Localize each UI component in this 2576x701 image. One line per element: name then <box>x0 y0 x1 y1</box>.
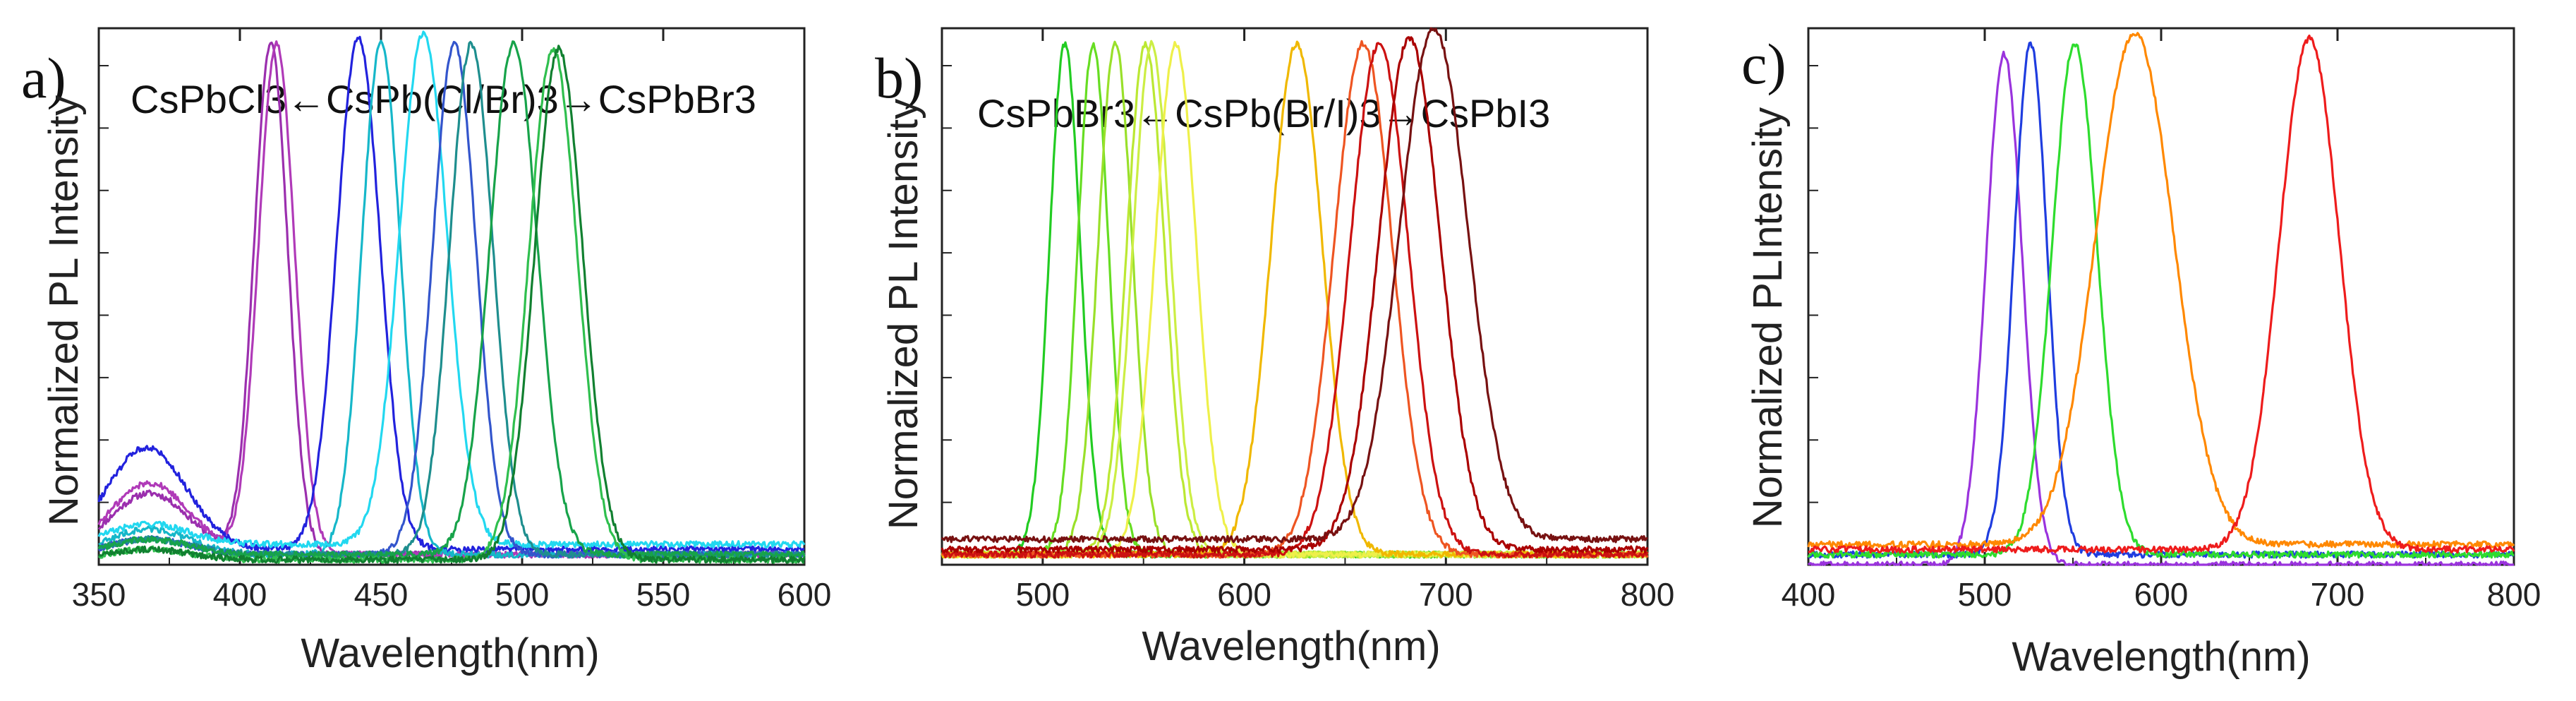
panel-b-ylabel: Normalized PL Intensity <box>881 99 926 529</box>
x-tick-label: 550 <box>636 576 691 613</box>
x-tick-label: 800 <box>1621 576 1675 613</box>
series-line-b11 <box>941 27 1648 544</box>
x-tick-label: 500 <box>1958 576 2012 613</box>
x-tick-label: 600 <box>2134 576 2189 613</box>
panel-c-plot: 400 500 600 700 800 <box>1782 27 2541 613</box>
x-tick-label: 450 <box>354 576 409 613</box>
plot-frame-2 <box>1807 27 2515 566</box>
x-tick-label: 800 <box>2487 576 2541 613</box>
panel-b-formula-right: CsPbI3 <box>1421 91 1551 136</box>
panel-a-plot: 350 400 450 500 550 600 <box>72 27 832 613</box>
plot-frame-1 <box>941 27 1649 566</box>
series-line-a9 <box>97 47 805 564</box>
x-tick-label: 400 <box>1782 576 1836 613</box>
series-line-a10 <box>98 44 806 564</box>
x-tick-label: 700 <box>2311 576 2365 613</box>
x-tick-label: 600 <box>778 576 832 613</box>
series-line-a5 <box>97 30 806 549</box>
panel-c-label: c) <box>1741 32 1786 96</box>
series-line-c2 <box>1808 41 2515 559</box>
panel-b-xlabel: Wavelength(nm) <box>1142 623 1440 669</box>
panel-c-ylabel: Normalized PLIntensity <box>1745 107 1791 528</box>
series-line-c4 <box>1807 32 2515 549</box>
panel-a-label: a) <box>21 46 66 110</box>
x-tick-label: 700 <box>1419 576 1473 613</box>
panel-b-plot: 500 600 700 800 <box>941 27 1675 613</box>
panel-b-label: b) <box>875 46 923 110</box>
x-tick-label: 500 <box>495 576 550 613</box>
series-line-c3 <box>1807 43 2515 559</box>
panel-a-formula-left: CsPbCl3 <box>131 77 286 121</box>
x-tick-label: 600 <box>1217 576 1271 613</box>
series-line-c1 <box>1807 50 2515 566</box>
panel-a-formula-right: CsPbBr3 <box>598 77 756 121</box>
panel-b-formula: CsPbBr3←CsPb(Br/I)3→CsPbI3 <box>977 91 1550 136</box>
series-line-a8 <box>97 40 806 559</box>
series-line-c5 <box>1808 34 2515 554</box>
series-line-b10 <box>941 36 1649 554</box>
series-line-a3 <box>97 35 805 554</box>
panel-a: a) CsPbCl3←CsPb(Cl/Br)3→CsPbBr3 350 400 45… <box>21 27 832 676</box>
panel-b: b) CsPbBr3←CsPb(Br/I)3→CsPbI3 500 600 700 8… <box>875 27 1675 669</box>
panel-c-xlabel: Wavelength(nm) <box>2012 634 2310 680</box>
panel-a-formula-left-arrow: ← <box>286 77 326 121</box>
x-tick-label: 350 <box>72 576 126 613</box>
x-tick-label: 400 <box>213 576 267 613</box>
panel-c: c) 400 500 600 700 800 Wavelength(nm) Normal… <box>1741 27 2541 680</box>
panel-a-formula: CsPbCl3←CsPb(Cl/Br)3→CsPbBr3 <box>131 77 756 121</box>
panel-a-xlabel: Wavelength(nm) <box>301 630 599 676</box>
x-tick-label: 500 <box>1015 576 1070 613</box>
panel-a-ylabel: Normalized PL Intensity <box>41 95 87 526</box>
